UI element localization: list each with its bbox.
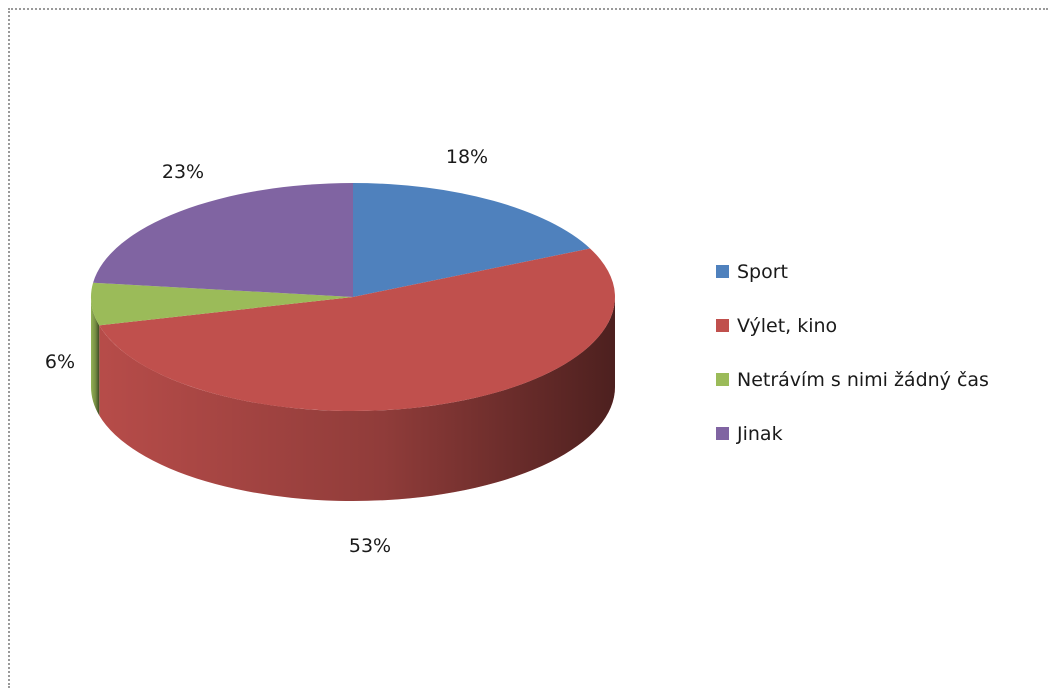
legend-swatch	[716, 373, 729, 386]
legend-label: Netrávím s nimi žádný čas	[737, 368, 989, 391]
legend-label: Výlet, kino	[737, 314, 838, 337]
pie-tops	[91, 183, 615, 411]
data-label-sport: 18%	[446, 146, 488, 168]
legend-label: Jinak	[737, 422, 783, 445]
slice-vylet-kino	[99, 248, 615, 411]
legend-item-netravim-s-nimi-zadny-cas: Netrávím s nimi žádný čas	[716, 366, 989, 393]
data-label-vylet-kino: 53%	[349, 535, 391, 557]
slice-side-shade-netravim-s-nimi-zadny-cas	[91, 297, 100, 416]
slice-jinak	[93, 183, 353, 297]
legend-swatch	[716, 265, 729, 278]
pie-labels: 18% 53% 6% 23%	[45, 146, 488, 557]
data-label-netravim-s-nimi-zadny-cas: 6%	[45, 351, 75, 373]
slice-side-shade-vylet-kino	[99, 297, 616, 501]
pie-sides	[91, 297, 616, 501]
slice-netravim-s-nimi-zadny-cas	[91, 282, 353, 326]
legend-item-vylet-kino: Výlet, kino	[716, 312, 989, 339]
data-label-jinak: 23%	[162, 161, 204, 183]
slice-sport	[353, 183, 591, 297]
legend-swatch	[716, 319, 729, 332]
legend: Sport Výlet, kino Netrávím s nimi žádný ča…	[716, 258, 989, 474]
legend-item-sport: Sport	[716, 258, 989, 285]
legend-item-jinak: Jinak	[716, 420, 989, 447]
legend-swatch	[716, 427, 729, 440]
legend-label: Sport	[737, 260, 789, 283]
